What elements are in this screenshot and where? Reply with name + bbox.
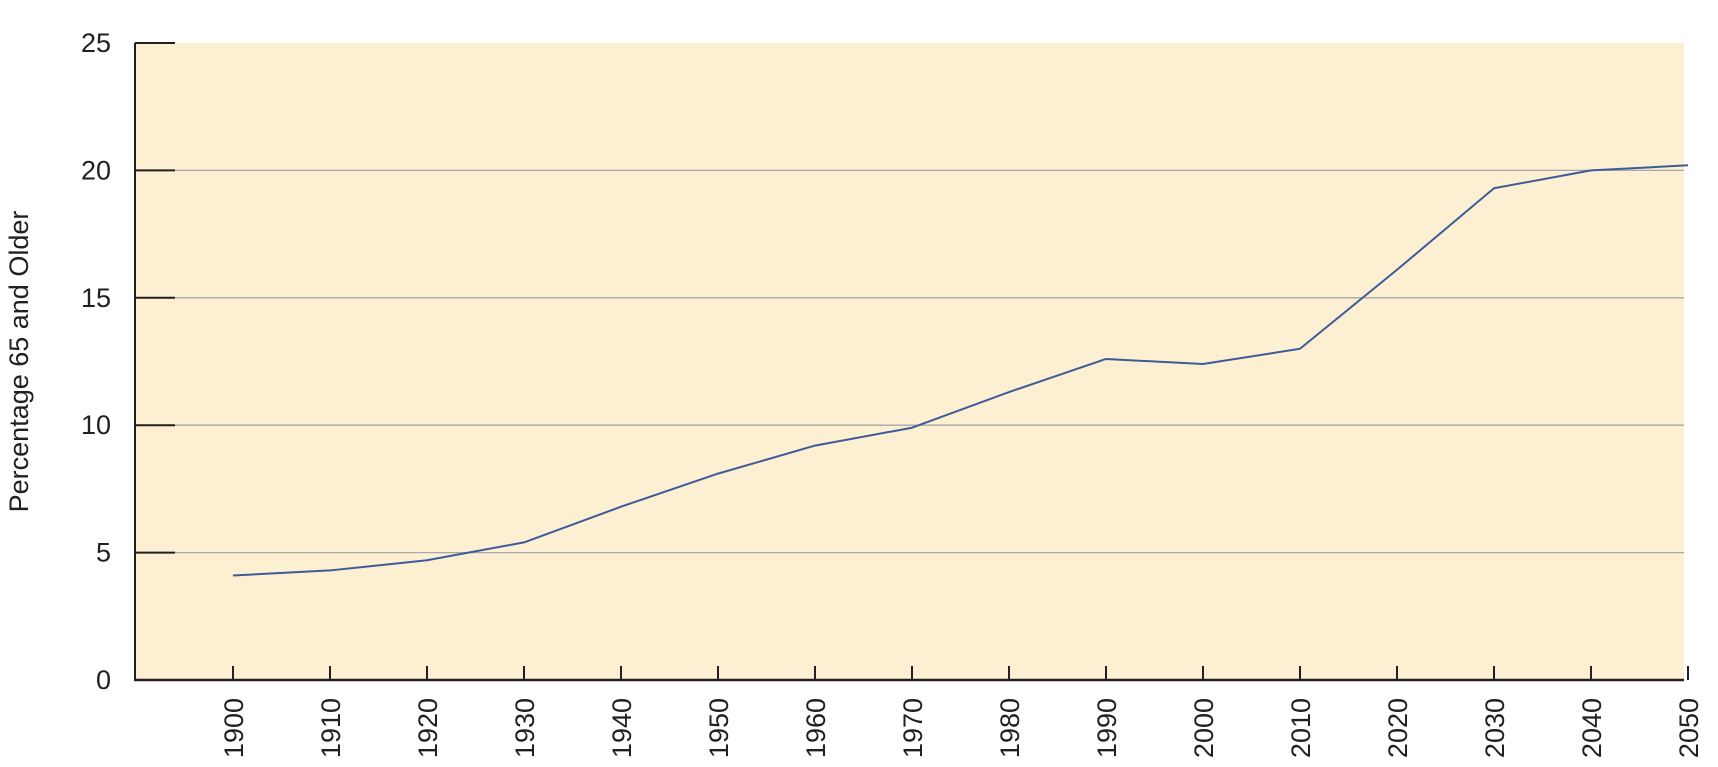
x-tick-label-2000: 2000 xyxy=(1189,698,1219,758)
x-tick-label-1930: 1930 xyxy=(510,698,540,758)
x-tick-label-1920: 1920 xyxy=(413,698,443,758)
y-axis-title: Percentage 65 and Older xyxy=(4,211,34,513)
gridlines xyxy=(135,169,1684,554)
x-tick-label-1980: 1980 xyxy=(995,698,1025,758)
series-line-0 xyxy=(232,164,1689,577)
y-axis-ticks: 0 5 10 15 20 25 xyxy=(81,28,175,695)
y-tick-label-15: 15 xyxy=(81,283,111,313)
x-tick-label-1990: 1990 xyxy=(1092,698,1122,758)
x-axis-ticks: 1900 1910 1920 1930 1940 1950 1960 1970 1980 1990… xyxy=(219,666,1704,758)
y-tick-label-10: 10 xyxy=(81,410,111,440)
x-tick-label-2030: 2030 xyxy=(1480,698,1510,758)
series-layer xyxy=(232,164,1689,577)
y-tick-label-0: 0 xyxy=(96,665,111,695)
x-tick-label-2040: 2040 xyxy=(1577,698,1607,758)
x-tick-label-1950: 1950 xyxy=(704,698,734,758)
axes xyxy=(134,43,1684,682)
x-tick-label-1900: 1900 xyxy=(219,698,249,758)
x-tick-label-2050: 2050 xyxy=(1674,698,1704,758)
x-tick-label-1910: 1910 xyxy=(316,698,346,758)
x-tick-label-1940: 1940 xyxy=(607,698,637,758)
y-tick-label-20: 20 xyxy=(81,155,111,185)
x-tick-label-2010: 2010 xyxy=(1286,698,1316,758)
x-tick-label-1960: 1960 xyxy=(801,698,831,758)
x-tick-label-1970: 1970 xyxy=(898,698,928,758)
y-tick-label-25: 25 xyxy=(81,28,111,58)
x-tick-label-2020: 2020 xyxy=(1383,698,1413,758)
y-tick-label-5: 5 xyxy=(96,538,111,568)
plot-background xyxy=(135,43,1684,680)
